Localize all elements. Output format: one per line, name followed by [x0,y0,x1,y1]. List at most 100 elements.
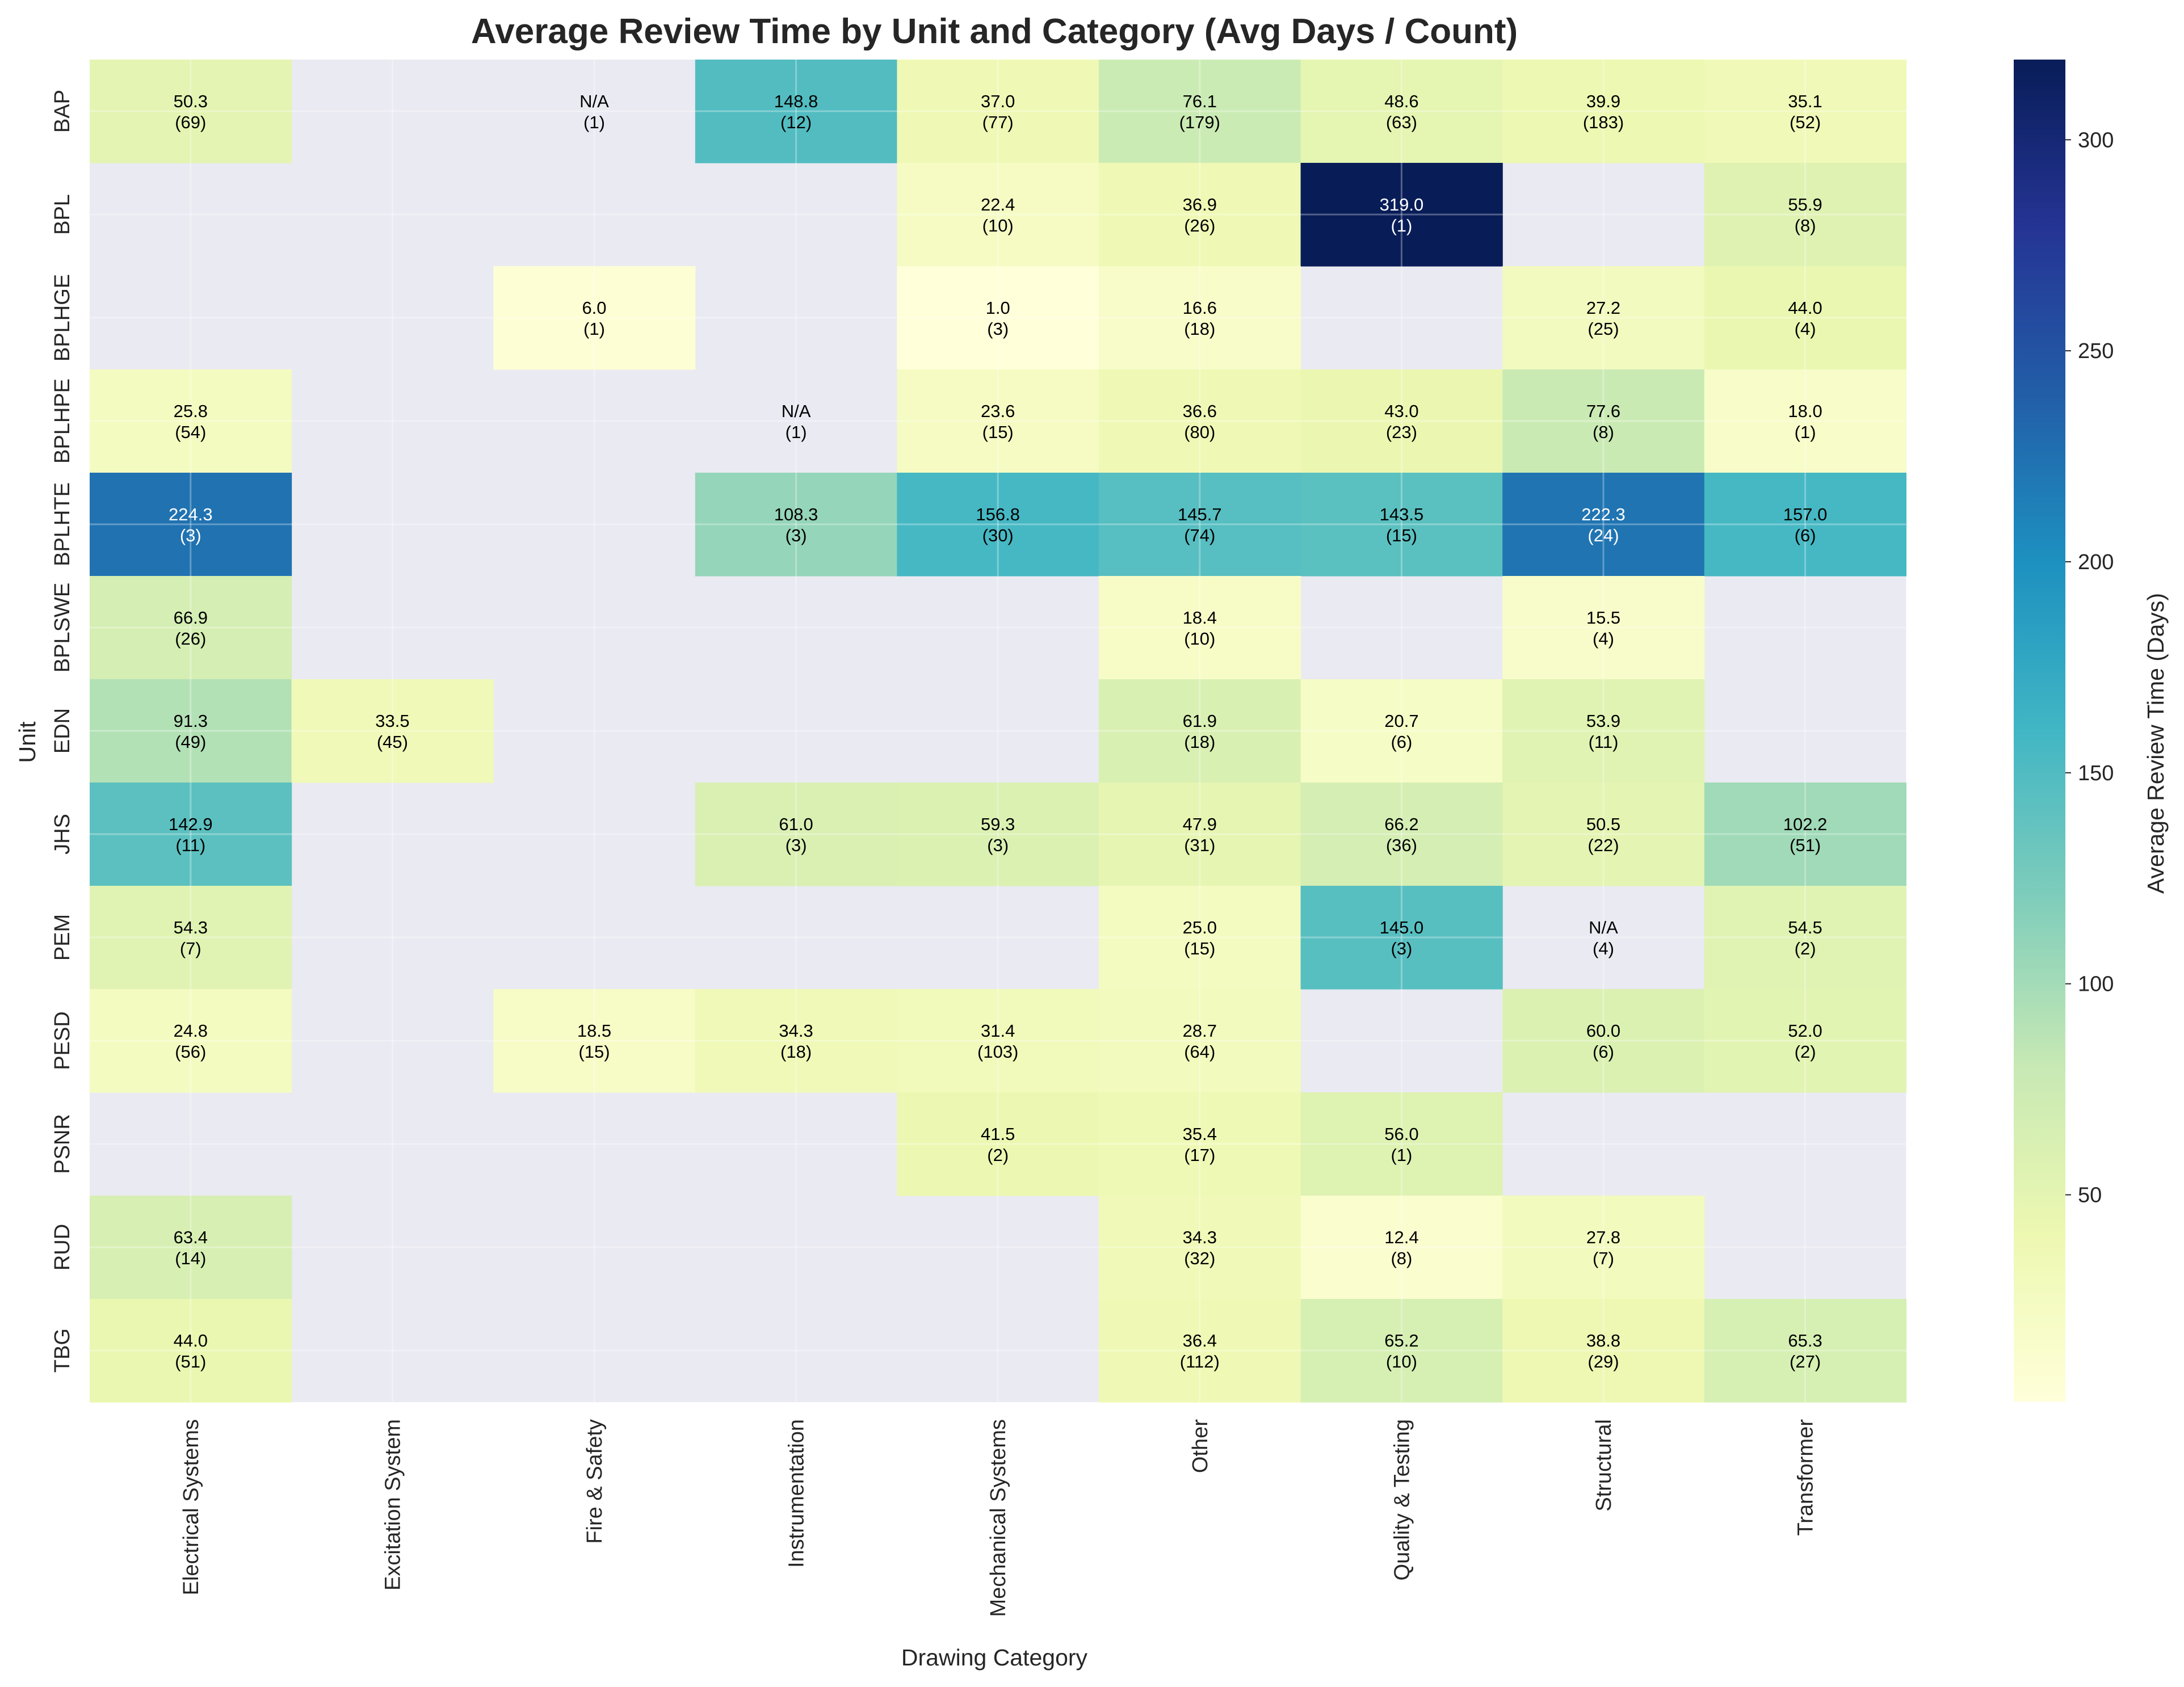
heatmap-cell [897,473,1099,577]
heatmap-cell [1704,886,1906,990]
cell-count-label: (10) [1184,629,1215,649]
cell-count-label: (8) [1593,422,1614,442]
cell-count-label: (179) [1179,112,1220,132]
x-tick-labels: Electrical Systems Excitation System Fire … [179,1419,1818,1617]
cell-value-label: 33.5 [375,711,409,731]
cell-count-label: (15) [1386,525,1417,545]
cell-count-label: (18) [1184,732,1215,752]
heatmap-cell [1502,369,1705,473]
heatmap-cell [1300,679,1503,783]
heatmap-cell [1502,989,1705,1093]
cell-value-label: 18.4 [1183,608,1217,628]
y-tick-label: BPLHPE [51,378,74,464]
y-tick-label: BPLHGE [51,274,74,361]
cell-count-label: (15) [982,422,1014,442]
cell-count-label: (36) [1386,835,1417,855]
cell-value-label: 61.9 [1183,711,1217,731]
heatmap-cell [1099,473,1301,577]
cell-value-label: 34.3 [779,1021,813,1041]
cell-value-label: 59.3 [981,814,1015,834]
cell-count-label: (10) [982,216,1014,235]
heatmap-cell [1300,783,1503,886]
heatmap-cell [1099,266,1301,370]
cell-value-label: 48.6 [1384,91,1418,111]
cell-value-label: 60.0 [1586,1021,1620,1041]
cell-count-label: (6) [1593,1042,1614,1062]
cell-count-label: (1) [1391,1145,1412,1165]
heatmap-cell [90,473,292,577]
colorbar-tick-label: 150 [2078,762,2114,785]
cell-value-label: 52.0 [1788,1021,1822,1041]
cell-count-label: (1) [1391,216,1412,235]
cell-count-label: (26) [175,629,206,649]
y-tick-labels: BAP BPL BPLHGE BPLHPE BPLHTE BPLSWE EDN JHS PEM P… [51,90,74,1373]
cell-value-label: 143.5 [1380,504,1424,524]
cell-count-label: (54) [175,422,206,442]
cell-count-label: (6) [1391,732,1412,752]
y-axis-label: Unit [14,721,40,763]
cell-count-label: (24) [1587,525,1619,545]
cell-count-label: (7) [180,939,201,958]
cell-value-label: 43.0 [1384,401,1418,421]
y-tick-label: PESD [51,1011,74,1070]
cell-count-label: (4) [1593,629,1614,649]
colorbar-gradient [2014,60,2065,1402]
heatmap-cell [90,989,292,1093]
heatmap-cell [695,989,897,1093]
colorbar-tick-label: 200 [2078,550,2114,574]
cell-value-label: 47.9 [1183,814,1217,834]
heatmap-cells [90,60,1906,1403]
cell-value-label: 38.8 [1586,1331,1620,1351]
heatmap-cell [1099,679,1301,783]
cell-value-label: 36.9 [1183,195,1217,214]
cell-count-label: (27) [1790,1352,1821,1372]
heatmap-cell [1704,60,1906,163]
heatmap-cell [897,369,1099,473]
cell-count-label: (1) [583,112,605,132]
heatmap-cell [1099,1196,1301,1299]
cell-count-label: (2) [1795,939,1816,958]
cell-value-label: 25.0 [1183,918,1217,937]
colorbar: 50 100 150 200 250 300 [2014,60,2114,1402]
cell-value-label: 50.3 [174,91,208,111]
cell-value-label: 66.9 [174,608,208,628]
cell-count-label: (64) [1184,1042,1215,1062]
cell-count-label: (56) [175,1042,206,1062]
heatmap-cell [1502,1196,1705,1299]
cell-count-label: (1) [786,422,807,442]
heatmap-cell [1704,473,1906,577]
heatmap-cell [897,1092,1099,1196]
heatmap-cell [1099,369,1301,473]
cell-count-label: (14) [175,1248,206,1268]
x-tick-label: Transformer [1794,1419,1818,1536]
cell-count-label: (15) [1184,939,1215,958]
heatmap-cell [1704,783,1906,886]
heatmap-cell [1502,266,1705,370]
x-tick-label: Structural [1592,1419,1616,1512]
heatmap-cell [897,783,1099,886]
cell-value-label: 44.0 [174,1331,208,1351]
heatmap-cell [897,266,1099,370]
heatmap-cell [1300,886,1503,990]
cell-count-label: (45) [377,732,408,752]
cell-count-label: (183) [1583,112,1624,132]
cell-value-label: 28.7 [1183,1021,1217,1041]
cell-count-label: (74) [1184,525,1215,545]
cell-value-label: N/A [579,91,609,111]
y-tick-label: JHS [51,814,74,855]
x-tick-label: Fire & Safety [583,1419,607,1544]
cell-count-label: (18) [1184,319,1215,339]
heatmap-cell [90,679,292,783]
cell-count-label: (12) [780,112,812,132]
y-tick-label: BPLHTE [51,482,74,566]
cell-count-label: (63) [1386,112,1417,132]
heatmap-cell [1099,783,1301,886]
cell-count-label: (18) [780,1042,812,1062]
colorbar-tick-label: 50 [2078,1184,2102,1208]
cell-count-label: (32) [1184,1248,1215,1268]
cell-value-label: 1.0 [986,298,1010,318]
cell-value-label: 66.2 [1384,814,1418,834]
cell-count-label: (11) [175,835,205,855]
cell-value-label: 6.0 [582,298,606,318]
cell-value-label: 142.9 [169,814,213,834]
